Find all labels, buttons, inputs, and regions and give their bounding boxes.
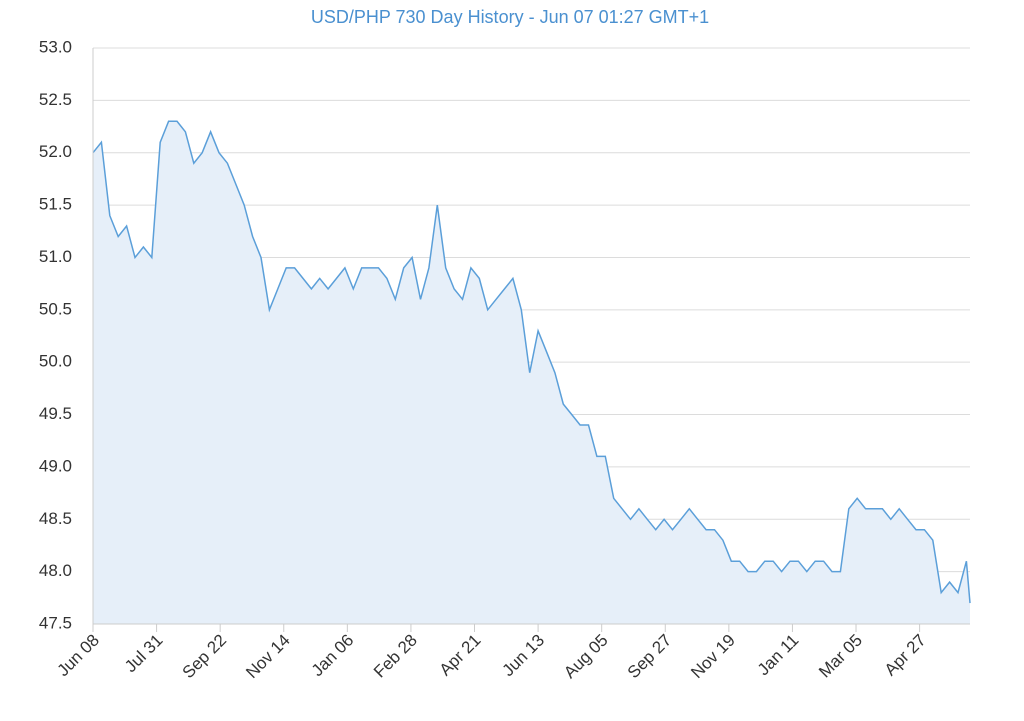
y-tick-label: 51.5 bbox=[39, 195, 72, 214]
x-tick-label: Jan 11 bbox=[754, 631, 803, 680]
x-tick-label: Jan 06 bbox=[308, 631, 358, 681]
y-tick-label: 48.5 bbox=[39, 509, 72, 528]
x-tick-label: Sep 27 bbox=[624, 631, 676, 683]
y-tick-label: 52.0 bbox=[39, 142, 72, 161]
x-tick-label: Jun 13 bbox=[499, 631, 549, 681]
y-tick-label: 50.0 bbox=[39, 352, 72, 371]
chart-title: USD/PHP 730 Day History - Jun 07 01:27 G… bbox=[311, 7, 709, 27]
y-tick-label: 52.5 bbox=[39, 90, 72, 109]
y-tick-label: 53.0 bbox=[39, 37, 72, 56]
y-tick-label: 50.5 bbox=[39, 299, 72, 318]
line bbox=[92, 120, 971, 604]
x-tick-label: Feb 28 bbox=[370, 631, 421, 682]
x-tick-label: Aug 05 bbox=[560, 631, 612, 683]
y-tick-label: 49.5 bbox=[39, 404, 72, 423]
y-tick-label: 49.0 bbox=[39, 456, 72, 475]
x-tick-label: Sep 22 bbox=[179, 631, 231, 683]
y-tick-label: 51.0 bbox=[39, 247, 72, 266]
x-tick-label: Apr 27 bbox=[881, 631, 930, 680]
x-tick-label: Nov 19 bbox=[687, 631, 739, 683]
x-tick-label: Apr 21 bbox=[436, 631, 485, 680]
area bbox=[93, 121, 970, 625]
y-tick-label: 48.0 bbox=[39, 561, 72, 580]
y-tick-label: 47.5 bbox=[39, 613, 72, 632]
x-tick-label: Jul 31 bbox=[121, 631, 167, 677]
x-tick-label: Mar 05 bbox=[815, 631, 866, 682]
x-tick-label: Jun 08 bbox=[53, 631, 103, 681]
x-tick-label: Nov 14 bbox=[242, 631, 294, 683]
